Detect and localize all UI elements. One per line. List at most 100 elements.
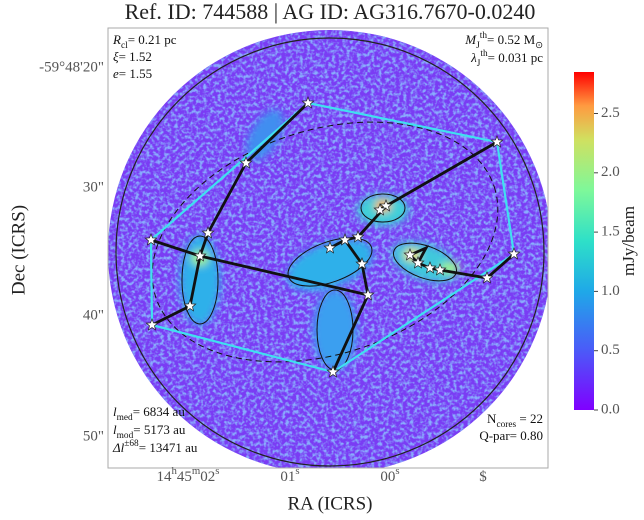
mst-edge: [151, 232, 210, 327]
cores: [144, 96, 521, 378]
text-part: cl: [121, 41, 128, 51]
core-star: [201, 226, 215, 239]
colorbar-label: mJy/beam: [619, 206, 638, 276]
core-star: [411, 256, 425, 269]
text-part: = 0.21 pc: [128, 32, 177, 47]
text-part: e: [113, 66, 119, 81]
text-part: s: [215, 465, 219, 477]
colorbar-tick-label: 2.5: [601, 105, 620, 121]
mst-edge: [150, 238, 370, 373]
colorbar-tick-label: 1.0: [601, 283, 620, 299]
core-star: [193, 249, 207, 262]
fit-ellipse: [151, 121, 499, 363]
x-axis-label: RA (ICRS): [288, 493, 373, 514]
map: [108, 30, 548, 468]
text-part: Δl: [112, 440, 125, 455]
core-star: [355, 257, 369, 270]
colorbar-tick-label: 2.0: [601, 164, 620, 180]
x-tick-label: $: [479, 469, 487, 485]
core-star: [145, 318, 159, 331]
text-part: s: [295, 465, 299, 477]
contours: [181, 193, 457, 371]
x-tick-label: 01s: [280, 465, 299, 485]
x-tick-label: 14h45m02s: [156, 465, 219, 485]
annotation: lmed= 6834 au: [113, 404, 185, 423]
core-star: [326, 365, 340, 378]
annotation: ξ= 1.52: [113, 49, 152, 64]
text-part: = 13471 au: [139, 440, 198, 455]
colorbar-tick-label: 1.5: [601, 224, 620, 240]
plot-frame: [107, 27, 549, 469]
annotation: λJth= 0.031 pc: [470, 49, 543, 69]
colorbar: [574, 72, 594, 410]
text-part: λ: [470, 50, 477, 65]
text-part: = 22: [516, 411, 543, 426]
x-tick-label: 00s: [380, 465, 399, 485]
text-part: s: [395, 465, 399, 477]
colorbar-tick-label: 0.0: [601, 401, 620, 417]
annotation: Q-par= 0.80: [479, 428, 543, 443]
text-part: h: [171, 465, 177, 477]
text-part: ξ: [113, 49, 119, 64]
core-star: [323, 241, 337, 254]
y-tick-label: 30": [83, 179, 104, 195]
y-tick-label: 50": [83, 428, 104, 444]
core-star: [423, 261, 437, 274]
text-part: = 1.52: [119, 49, 152, 64]
core-star: [301, 96, 315, 109]
annotation: Rcl= 0.21 pc: [112, 32, 177, 51]
text-part: = 6834 au: [133, 404, 186, 419]
mst-edge: [206, 162, 248, 234]
mst-edge: [409, 245, 430, 264]
core-star: [433, 263, 447, 276]
text-part: cores: [496, 420, 516, 430]
mst-edge: [342, 140, 498, 296]
text-part: th: [480, 31, 488, 41]
text-part: mod: [117, 431, 134, 441]
text-part: = 0.031 pc: [488, 50, 544, 65]
core-star: [490, 135, 504, 148]
core-star: [507, 247, 521, 260]
text-part: ⊙: [535, 41, 543, 51]
core-star: [480, 271, 494, 284]
annotation: e= 1.55: [113, 66, 152, 81]
text-part: J: [476, 41, 480, 51]
core-star: [379, 199, 393, 212]
text-part: $: [479, 469, 487, 485]
text-part: = 1.55: [119, 66, 152, 81]
chart-title: Ref. ID: 744588 | AG ID: AG316.7670-0.02…: [125, 0, 536, 24]
core-star: [351, 230, 365, 243]
text-part: M: [464, 32, 477, 47]
text-part: ±68: [124, 439, 139, 449]
core-star: [239, 156, 253, 169]
core-star: [361, 288, 375, 301]
core-star: [183, 299, 197, 312]
text-part: = 5173 au: [133, 422, 186, 437]
core-star: [403, 248, 417, 261]
text-part: N: [487, 411, 497, 426]
mst-edge: [245, 101, 309, 165]
colorbar-tick-label: 0.5: [601, 342, 620, 358]
fov-circle: [115, 37, 545, 467]
text-part: 45: [177, 469, 192, 485]
annotation: Δl±68= 13471 au: [112, 439, 198, 455]
text-part: Q-par= 0.80: [479, 428, 543, 443]
text-part: med: [117, 413, 133, 423]
core-star: [338, 233, 352, 246]
text-part: l: [113, 404, 117, 419]
text-part: R: [112, 32, 121, 47]
text-part: 01: [280, 469, 295, 485]
y-tick-label: -59°48'20": [39, 59, 104, 75]
annotation: Ncores = 22: [487, 411, 543, 430]
text-part: 02: [200, 469, 215, 485]
text-part: 00: [380, 469, 395, 485]
text-part: l: [113, 422, 117, 437]
core-star: [373, 203, 387, 216]
text-part: th: [480, 49, 488, 59]
text-part: 14: [156, 469, 172, 485]
text-part: J: [477, 59, 481, 69]
text-part: m: [192, 465, 201, 477]
annotation: lmod= 5173 au: [113, 422, 186, 441]
y-tick-label: 40": [83, 307, 104, 323]
